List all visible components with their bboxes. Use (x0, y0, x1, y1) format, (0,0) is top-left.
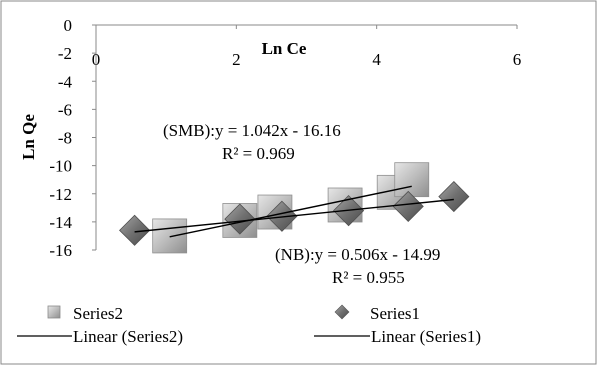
series1-point (224, 203, 256, 235)
legend-series1-marker (334, 304, 350, 320)
smb-r2-label: R² = 0.969 (222, 144, 295, 163)
trendlines (134, 185, 454, 238)
x-axis-title: Ln Ce (262, 39, 307, 58)
x-axis-ticks: 0 2 4 6 (92, 25, 522, 69)
series1-point (392, 190, 424, 222)
legend-series2-marker (47, 305, 61, 319)
series1-point (438, 180, 470, 213)
y-axis-ticks: 0 -2 -4 -6 -8 -10 -12 -14 -16 (49, 16, 96, 260)
legend: Series2 Series1 Linear (Series2) Linear … (17, 304, 481, 346)
y-tick-label: -16 (49, 241, 72, 260)
nb-equation-label: (NB):y = 0.506x - 14.99 (275, 245, 440, 264)
series1-point (119, 214, 151, 246)
legend-series2-label: Series2 (73, 304, 123, 323)
x-tick-label: 2 (232, 50, 241, 69)
y-tick-label: -4 (58, 72, 73, 91)
nb-r2-label: R² = 0.955 (332, 268, 405, 287)
y-tick-label: -2 (58, 44, 72, 63)
x-tick-label: 6 (513, 50, 522, 69)
series2-point (394, 162, 430, 198)
trendline-series1 (134, 198, 454, 233)
legend-linear-series1-label: Linear (Series1) (371, 327, 481, 346)
trendline-series2 (169, 185, 412, 238)
y-tick-label: -12 (49, 185, 72, 204)
y-axis-title: Ln Qe (19, 114, 38, 160)
legend-series1-label: Series1 (370, 304, 420, 323)
y-tick-label: -6 (58, 100, 72, 119)
legend-linear-series2-label: Linear (Series2) (73, 327, 183, 346)
y-tick-label: -14 (49, 213, 72, 232)
x-tick-label: 4 (372, 50, 381, 69)
series-points (119, 162, 470, 254)
y-tick-label: -10 (49, 157, 72, 176)
y-tick-label: 0 (64, 16, 73, 35)
series2-point (152, 218, 188, 254)
smb-equation-label: (SMB):y = 1.042x - 16.16 (163, 121, 341, 140)
y-tick-label: -8 (58, 129, 72, 148)
x-tick-label: 0 (92, 50, 101, 69)
